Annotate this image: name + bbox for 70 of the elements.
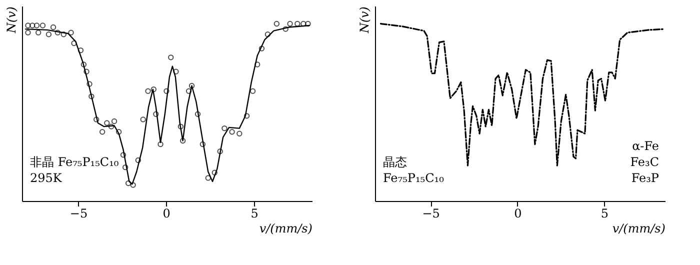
point [186,88,192,94]
point [116,129,122,135]
point [88,94,94,100]
point [229,129,235,135]
y-axis-title: N(v) [358,6,372,34]
point [34,22,40,28]
point [111,118,118,124]
point [287,20,293,27]
point [94,116,100,122]
annotation: 非晶 Fe₇₅P₁₅C₁₀ 295K [30,155,119,185]
annotation: α-Fe Fe₃C Fe₃P [630,139,659,185]
x-axis-title: v/(mm/s) [612,222,666,236]
point [194,111,201,117]
point [86,81,92,87]
point [212,170,218,176]
point [54,30,61,36]
point [122,164,128,170]
point [71,40,77,46]
point [130,182,136,188]
point [200,141,206,148]
point [150,86,156,92]
y-axis-title: N(v) [4,6,18,34]
point [164,88,170,94]
point [180,138,186,144]
point [168,54,174,60]
point [158,141,164,148]
point [135,157,142,164]
point [99,129,106,135]
x-tick-label: 5 [250,206,258,220]
point [264,32,271,38]
point [217,148,223,154]
x-tick-label: 0 [162,206,170,220]
point [254,62,260,68]
point [68,30,74,36]
point [30,22,36,28]
point [84,68,90,74]
point [108,124,114,130]
point [236,130,242,136]
point [40,22,46,28]
x-tick-label: −5 [422,206,440,220]
point [178,124,184,130]
point [222,125,228,132]
x-tick-label: 0 [514,206,522,220]
point [153,111,159,117]
point [46,32,52,38]
point [258,46,265,52]
point [36,30,42,36]
point [80,62,87,68]
point [205,175,211,181]
point [125,180,132,186]
point [140,116,146,122]
x-axis-title: v/(mm/s) [259,222,313,236]
point [104,120,110,126]
point [282,26,288,32]
point [50,24,56,30]
point [173,68,179,74]
point [25,30,31,36]
point [25,22,31,28]
point [244,113,250,119]
point [145,88,151,94]
point [120,152,126,158]
x-tick-label: 5 [600,206,609,220]
annotation: 晶态 Fe₇₅P₁₅C₁₀ [383,155,444,185]
point [188,82,195,89]
point [78,47,84,54]
point [60,32,66,38]
x-tick-label: −5 [70,206,88,220]
point [274,20,280,27]
point [250,88,256,94]
point [300,20,306,27]
